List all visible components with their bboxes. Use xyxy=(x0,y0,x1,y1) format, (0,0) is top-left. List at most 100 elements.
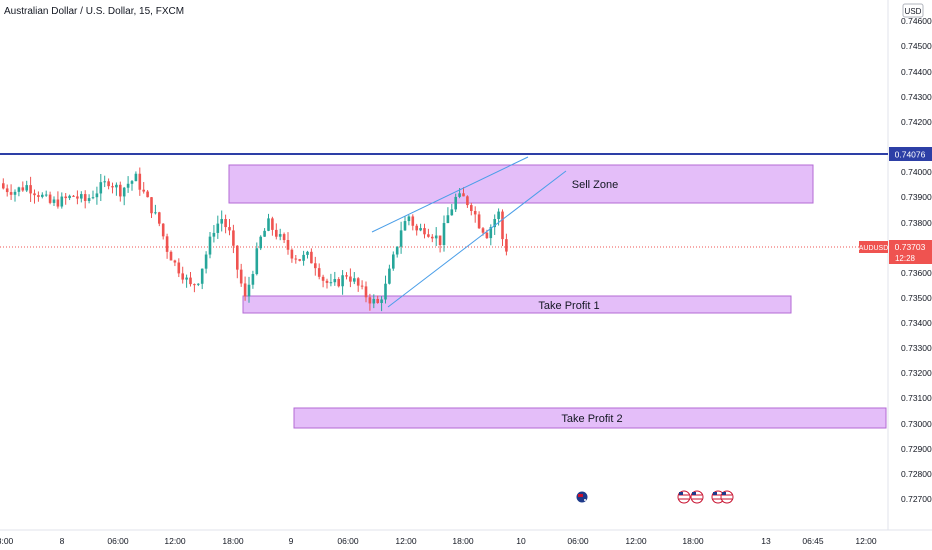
candle-up xyxy=(154,212,157,214)
trend-lower-line[interactable] xyxy=(387,170,567,308)
candle-up xyxy=(388,268,391,284)
candle-down xyxy=(275,229,278,237)
candle-down xyxy=(505,239,508,252)
candle-down xyxy=(470,205,473,211)
candle-down xyxy=(473,210,477,215)
take-profit-2-box[interactable] xyxy=(293,407,887,429)
candle-down xyxy=(501,211,504,240)
candle-down xyxy=(310,251,313,264)
us-flag-icon[interactable] xyxy=(690,490,704,504)
time-tick: 8 xyxy=(60,536,65,546)
time-tick: 8:00 xyxy=(0,536,14,546)
candle-down xyxy=(364,286,368,298)
us-flag-icon[interactable] xyxy=(677,490,691,504)
candle-up xyxy=(333,279,337,283)
candle-down xyxy=(142,189,145,192)
candle-down xyxy=(282,234,286,241)
price-scale-panel[interactable] xyxy=(888,0,932,550)
time-tick: 13 xyxy=(761,536,771,546)
time-tick: 18:00 xyxy=(452,536,474,546)
candle-down xyxy=(228,227,231,231)
price-tick: 0.72700 xyxy=(901,494,932,504)
candle-down xyxy=(33,193,36,196)
price-tick: 0.73000 xyxy=(901,419,932,429)
price-tick: 0.74200 xyxy=(901,117,932,127)
trend-upper-line[interactable] xyxy=(371,156,529,233)
time-ticks: 8:00 8 06:00 12:00 18:00 9 06:00 12:00 1… xyxy=(0,536,877,546)
candle-down xyxy=(345,275,348,277)
candle-down xyxy=(173,260,177,263)
time-tick: 10 xyxy=(516,536,526,546)
candle-up xyxy=(87,198,91,201)
chart-title[interactable]: Australian Dollar / U.S. Dollar, 15, FXC… xyxy=(4,6,185,17)
candle-down xyxy=(21,187,25,191)
candle-up xyxy=(204,254,208,269)
candle-up xyxy=(454,196,457,210)
price-tick: 0.73300 xyxy=(901,343,932,353)
price-tick: 0.73800 xyxy=(901,218,932,228)
sell-zone-box[interactable] xyxy=(228,164,814,204)
candle-up xyxy=(251,274,255,285)
candle-down xyxy=(232,230,235,246)
candle-down xyxy=(119,184,122,197)
candle-up xyxy=(395,246,399,255)
candle-up xyxy=(212,232,216,237)
candle-up xyxy=(130,181,134,184)
candle-up xyxy=(329,282,333,284)
candle-down xyxy=(236,245,239,270)
candle-down xyxy=(158,212,161,224)
candle-down xyxy=(37,195,40,197)
candle-up xyxy=(134,173,138,182)
candle-down xyxy=(2,183,5,189)
candle-up xyxy=(255,248,259,275)
candle-down xyxy=(9,192,13,195)
candle-up xyxy=(99,182,103,194)
candle-down xyxy=(415,225,418,231)
candle-up xyxy=(208,236,212,255)
time-tick: 12:00 xyxy=(625,536,647,546)
price-ticks: 0.74600 0.74500 0.74400 0.74300 0.74200 … xyxy=(901,16,932,504)
time-tick: 18:00 xyxy=(682,536,704,546)
take-profit-1-box[interactable] xyxy=(242,295,792,314)
price-tick: 0.73400 xyxy=(901,318,932,328)
take-profit-1-label: Take Profit 1 xyxy=(538,300,599,312)
candle-down xyxy=(325,280,329,283)
candle-down xyxy=(165,236,169,252)
candle-down xyxy=(146,191,149,198)
candle-up xyxy=(399,230,403,247)
candle-down xyxy=(360,285,364,287)
candle-down xyxy=(368,297,372,304)
candle-up xyxy=(197,283,200,285)
candle-up xyxy=(122,187,126,197)
candle-down xyxy=(56,199,60,207)
candle-up xyxy=(44,194,48,196)
candle-up xyxy=(216,223,220,233)
price-tick: 0.73500 xyxy=(901,293,932,303)
candle-up xyxy=(450,209,454,216)
candle-up xyxy=(200,268,204,284)
candle-down xyxy=(177,262,181,274)
price-tick: 0.73900 xyxy=(901,192,932,202)
candle-up xyxy=(95,193,99,198)
candle-up xyxy=(442,223,446,246)
candle-up xyxy=(91,197,95,199)
candle-up xyxy=(341,275,344,287)
candle-up xyxy=(185,277,188,280)
au-flag-icon[interactable] xyxy=(575,490,589,504)
currency-box[interactable] xyxy=(902,3,924,18)
candle-up xyxy=(259,236,262,249)
candle-up xyxy=(306,251,309,255)
candle-up xyxy=(60,196,64,207)
event-icons[interactable] xyxy=(575,490,734,504)
candle-down xyxy=(5,188,9,193)
price-tick: 0.73600 xyxy=(901,268,932,278)
candle-down xyxy=(356,278,360,286)
candle-up xyxy=(497,211,500,220)
candle-up xyxy=(384,283,387,300)
candle-up xyxy=(278,234,282,237)
us-flag-icon[interactable] xyxy=(720,490,734,504)
last-price-tag xyxy=(889,240,932,264)
candle-up xyxy=(434,235,438,239)
candle-up xyxy=(419,228,422,231)
